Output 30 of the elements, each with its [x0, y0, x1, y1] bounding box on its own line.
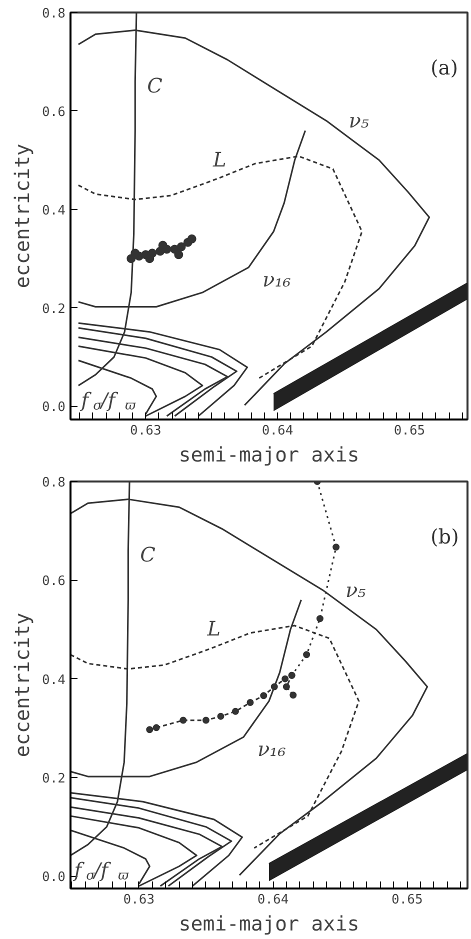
y-tick-label: 0.4 [42, 672, 66, 688]
annotation: ν₅ [345, 578, 366, 602]
y-axis-title: eccentricity [10, 144, 34, 288]
x-tick-label: 0.64 [257, 892, 289, 908]
x-tick-label: 0.63 [123, 892, 155, 908]
y-tick-label: 0.8 [42, 6, 66, 22]
annotation: (a) [430, 56, 458, 80]
y-tick-label: 0.2 [42, 302, 66, 317]
annotation: (b) [430, 524, 459, 548]
y-tick-label: 0.2 [42, 772, 66, 786]
annotation: C [147, 73, 162, 98]
annotation: ν₅ [348, 108, 369, 132]
annotation: ν₁₆ [258, 737, 286, 762]
x-axis-title: semi-major axis [178, 912, 360, 936]
y-axis-title: eccentricity [10, 612, 34, 758]
x-tick-label: 0.63 [130, 424, 162, 438]
annotation: L [212, 147, 226, 172]
y-tick-label: 0.8 [42, 476, 66, 490]
y-tick-label: 0.4 [42, 203, 66, 218]
x-tick-label: 0.65 [394, 424, 426, 438]
y-tick-label: 0.0 [42, 870, 66, 886]
annotation: L [206, 616, 221, 641]
y-tick-label: 0.6 [42, 104, 66, 120]
y-tick-label: 0.0 [42, 400, 66, 416]
x-axis-title: semi-major axis [178, 442, 360, 466]
x-tick-label: 0.65 [391, 892, 423, 908]
x-tick-label: 0.64 [262, 424, 294, 438]
annotation: C [140, 542, 156, 567]
annotation: ν₁₆ [262, 267, 291, 292]
y-tick-label: 0.6 [42, 574, 66, 590]
